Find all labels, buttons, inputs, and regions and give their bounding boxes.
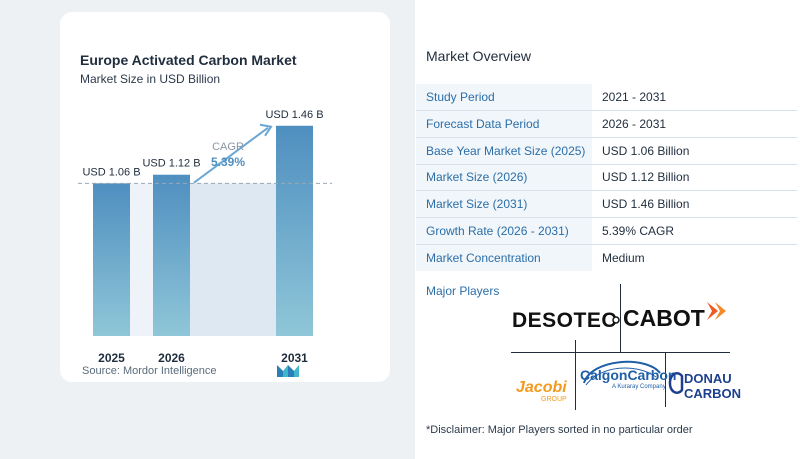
overview-row-label: Forecast Data Period bbox=[416, 110, 592, 138]
category-label: 2031 bbox=[281, 351, 308, 365]
gap-band bbox=[130, 183, 153, 336]
market-overview-panel: Market Overview Study Period 2021 - 2031 F… bbox=[415, 0, 800, 459]
overview-row-label: Market Size (2026) bbox=[416, 164, 592, 191]
overview-title: Market Overview bbox=[426, 48, 532, 64]
logo-divider bbox=[511, 352, 730, 353]
overview-row-value: Medium bbox=[602, 250, 645, 265]
donau-logo-line1: DONAU bbox=[684, 371, 732, 386]
overview-row: Forecast Data Period 2026 - 2031 bbox=[416, 110, 797, 138]
overview-row: Market Size (2031) USD 1.46 Billion bbox=[416, 190, 797, 218]
overview-row-label: Study Period bbox=[416, 84, 592, 111]
overview-row: Base Year Market Size (2025) USD 1.06 Bil… bbox=[416, 137, 797, 165]
desotec-logo: DESOTEC bbox=[512, 309, 618, 332]
overview-row: Growth Rate (2026 - 2031) 5.39% CAGR bbox=[416, 217, 797, 245]
chart-subtitle: Market Size in USD Billion bbox=[80, 72, 221, 86]
bar-2025 bbox=[93, 183, 130, 336]
chart-title: Europe Activated Carbon Market bbox=[80, 52, 297, 68]
bar-2031 bbox=[276, 125, 313, 336]
data-label: USD 1.06 B bbox=[82, 166, 140, 178]
overview-row: Study Period 2021 - 2031 bbox=[416, 84, 797, 111]
overview-row-label: Market Size (2031) bbox=[416, 190, 592, 218]
donau-logo-line2: CARBON bbox=[684, 386, 742, 401]
overview-table: Study Period 2021 - 2031 Forecast Data Per… bbox=[416, 84, 797, 271]
donau-carbon-icon bbox=[668, 372, 684, 394]
chart-card: Europe Activated Carbon Market Market Si… bbox=[60, 12, 390, 382]
overview-row-value: 2026 - 2031 bbox=[602, 117, 667, 132]
overview-row: Market Size (2026) USD 1.12 Billion bbox=[416, 164, 797, 191]
cagr-value: 5.39% bbox=[211, 155, 245, 169]
logo-divider bbox=[575, 340, 576, 410]
cabot-chevron-icon bbox=[707, 302, 726, 320]
overview-row-value: USD 1.46 Billion bbox=[602, 197, 690, 212]
overview-row: Market Concentration Medium bbox=[416, 244, 797, 271]
major-players-label: Major Players bbox=[426, 284, 500, 298]
cagr-arrow bbox=[193, 126, 269, 184]
overview-row-value: USD 1.06 Billion bbox=[602, 143, 690, 158]
overview-row-label: Growth Rate (2026 - 2031) bbox=[416, 217, 592, 245]
cagr-label: CAGR bbox=[212, 141, 244, 153]
data-label: USD 1.12 B bbox=[142, 158, 200, 170]
data-label: USD 1.46 B bbox=[265, 109, 323, 121]
cagr-arrow-head bbox=[259, 123, 273, 137]
overview-row-label: Market Concentration bbox=[416, 244, 592, 271]
category-label: 2025 bbox=[98, 351, 125, 365]
disclaimer: *Disclaimer: Major Players sorted in no … bbox=[426, 424, 693, 436]
desotec-dot-icon bbox=[612, 316, 620, 324]
growth-band bbox=[190, 183, 276, 336]
mordor-intelligence-logo-icon bbox=[277, 365, 299, 377]
overview-row-value: 2021 - 2031 bbox=[602, 90, 667, 105]
jacobi-logo: Jacobi bbox=[516, 379, 567, 396]
category-label: 2026 bbox=[158, 351, 185, 365]
overview-row-value: 5.39% CAGR bbox=[602, 223, 675, 238]
source-note: Source: Mordor Intelligence bbox=[82, 365, 217, 377]
bar-2026 bbox=[153, 174, 190, 336]
calgon-swoosh-icon bbox=[583, 360, 661, 386]
logo-divider bbox=[620, 284, 621, 352]
overview-row-value: USD 1.12 Billion bbox=[602, 170, 690, 185]
logo-divider bbox=[665, 352, 666, 407]
calgon-sub: A Kuraray Company bbox=[612, 384, 666, 390]
overview-row-label: Base Year Market Size (2025) bbox=[416, 137, 592, 165]
calgon-logo: CalgonCarbon bbox=[580, 367, 677, 383]
cabot-logo: CABOT bbox=[623, 305, 705, 331]
jacobi-sub: GROUP bbox=[541, 396, 567, 403]
